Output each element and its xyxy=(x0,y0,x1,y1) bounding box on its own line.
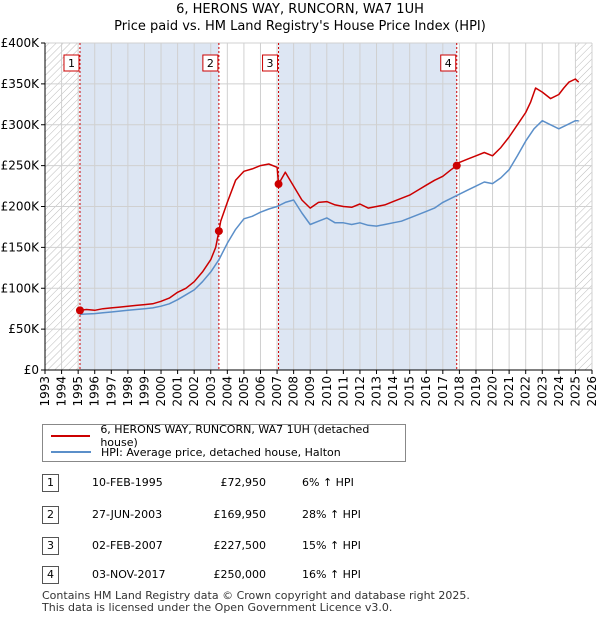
legend: 6, HERONS WAY, RUNCORN, WA7 1UH (detache… xyxy=(42,423,406,462)
x-tick-label: 2010 xyxy=(320,376,334,407)
y-tick-label: £400K xyxy=(1,36,41,50)
y-tick-label: £50K xyxy=(8,322,40,336)
y-tick-label: £200K xyxy=(1,200,41,214)
x-tick-label: 2026 xyxy=(585,376,599,407)
transaction-price: £250,000 xyxy=(213,568,267,581)
x-tick-label: 2011 xyxy=(336,376,350,407)
sale-marker-label: 2 xyxy=(207,57,214,70)
legend-label-property: 6, HERONS WAY, RUNCORN, WA7 1UH (detache… xyxy=(100,423,370,449)
footer: Contains HM Land Registry data © Crown c… xyxy=(42,590,470,614)
x-tick-label: 2006 xyxy=(253,376,267,407)
transaction-date: 03-NOV-2017 xyxy=(92,568,166,581)
transaction-price: £169,950 xyxy=(213,508,267,521)
series-line-property xyxy=(79,78,580,312)
x-tick-label: 1994 xyxy=(55,376,69,407)
series-line-hpi xyxy=(79,119,579,316)
x-tick-label: 2015 xyxy=(403,376,417,407)
x-tick-label: 2016 xyxy=(419,376,433,407)
x-tick-label: 2013 xyxy=(370,376,384,407)
x-tick-label: 2005 xyxy=(237,376,251,407)
transaction-row: 4 03-NOV-2017 £250,000 16% ↑ HPI xyxy=(42,566,562,584)
y-tick-label: £350K xyxy=(1,77,41,91)
x-tick-label: 1993 xyxy=(38,376,52,407)
transaction-date: 02-FEB-2007 xyxy=(92,539,163,552)
transaction-hpi-diff: 6% ↑ HPI xyxy=(302,476,354,489)
x-tick-label: 2002 xyxy=(187,376,201,407)
sale-point xyxy=(214,227,223,236)
sale-marker-box xyxy=(202,54,219,72)
sale-point xyxy=(452,161,461,170)
transaction-number: 4 xyxy=(42,566,59,584)
legend-item-property: 6, HERONS WAY, RUNCORN, WA7 1UH (detache… xyxy=(51,423,405,449)
x-tick-label: 2007 xyxy=(270,376,284,407)
y-tick-label: £300K xyxy=(1,118,41,132)
y-tick-label: £250K xyxy=(1,159,41,173)
x-tick-label: 1998 xyxy=(121,376,135,407)
transaction-date: 27-JUN-2003 xyxy=(92,508,163,521)
sale-marker-box xyxy=(440,54,457,72)
transaction-price: £227,500 xyxy=(213,539,267,552)
sale-marker-label: 1 xyxy=(68,57,75,70)
transaction-hpi-diff: 15% ↑ HPI xyxy=(302,539,361,552)
legend-swatch-hpi xyxy=(51,451,91,453)
transaction-number: 1 xyxy=(42,474,59,492)
sale-point xyxy=(75,306,84,315)
chart-title-line2: Price paid vs. HM Land Registry's House … xyxy=(114,19,486,34)
legend-label-hpi: HPI: Average price, detached house, Halt… xyxy=(101,445,341,459)
x-tick-label: 1997 xyxy=(104,376,118,407)
y-tick-label: £150K xyxy=(1,240,41,254)
x-tick-label: 2001 xyxy=(171,376,185,407)
sale-marker-label: 4 xyxy=(445,57,452,70)
y-tick-label: £100K xyxy=(1,281,41,295)
sale-marker-label: 3 xyxy=(267,57,274,70)
sale-marker-box xyxy=(63,54,80,72)
x-tick-label: 2012 xyxy=(353,376,367,407)
x-tick-label: 2009 xyxy=(303,376,317,407)
chart-title-line1: 6, HERONS WAY, RUNCORN, WA7 1UH xyxy=(176,2,424,17)
x-tick-label: 2003 xyxy=(204,376,218,407)
transaction-date: 10-FEB-1995 xyxy=(92,476,163,489)
x-tick-label: 2022 xyxy=(519,376,533,407)
transaction-hpi-diff: 28% ↑ HPI xyxy=(302,508,361,521)
x-tick-label: 2004 xyxy=(220,376,234,407)
footer-line1: Contains HM Land Registry data © Crown c… xyxy=(42,589,470,602)
transaction-number: 2 xyxy=(42,506,59,524)
x-tick-label: 2008 xyxy=(287,376,301,407)
x-tick-label: 2019 xyxy=(469,376,483,407)
x-tick-label: 2020 xyxy=(486,376,500,407)
x-tick-label: 2024 xyxy=(552,376,566,407)
sale-point xyxy=(274,180,283,189)
x-tick-label: 2014 xyxy=(386,376,400,407)
transaction-number: 3 xyxy=(42,537,59,555)
transaction-row: 2 27-JUN-2003 £169,950 28% ↑ HPI xyxy=(42,506,562,524)
footer-line2: This data is licensed under the Open Gov… xyxy=(42,601,393,614)
x-tick-label: 1999 xyxy=(137,376,151,407)
y-tick-label: £0 xyxy=(24,363,39,377)
transaction-price: £72,950 xyxy=(220,476,267,489)
sale-marker-box xyxy=(262,54,279,72)
legend-item-hpi: HPI: Average price, detached house, Halt… xyxy=(51,444,341,460)
price-chart: 1 2 3 4 £0 £50K £100K £150K £200K £250K £300K £350… xyxy=(1,36,599,407)
transaction-row: 1 10-FEB-1995 £72,950 6% ↑ HPI xyxy=(42,474,562,492)
transaction-row: 3 02-FEB-2007 £227,500 15% ↑ HPI xyxy=(42,537,562,555)
legend-swatch-property xyxy=(51,435,91,437)
x-tick-label: 2023 xyxy=(535,376,549,407)
x-tick-label: 2000 xyxy=(154,376,168,407)
x-tick-label: 2017 xyxy=(436,376,450,407)
x-tick-label: 2018 xyxy=(452,376,466,407)
x-tick-label: 2025 xyxy=(568,376,582,407)
x-tick-label: 1995 xyxy=(71,376,85,407)
transaction-hpi-diff: 16% ↑ HPI xyxy=(302,568,361,581)
x-tick-label: 1996 xyxy=(88,376,102,407)
x-tick-label: 2021 xyxy=(502,376,516,407)
